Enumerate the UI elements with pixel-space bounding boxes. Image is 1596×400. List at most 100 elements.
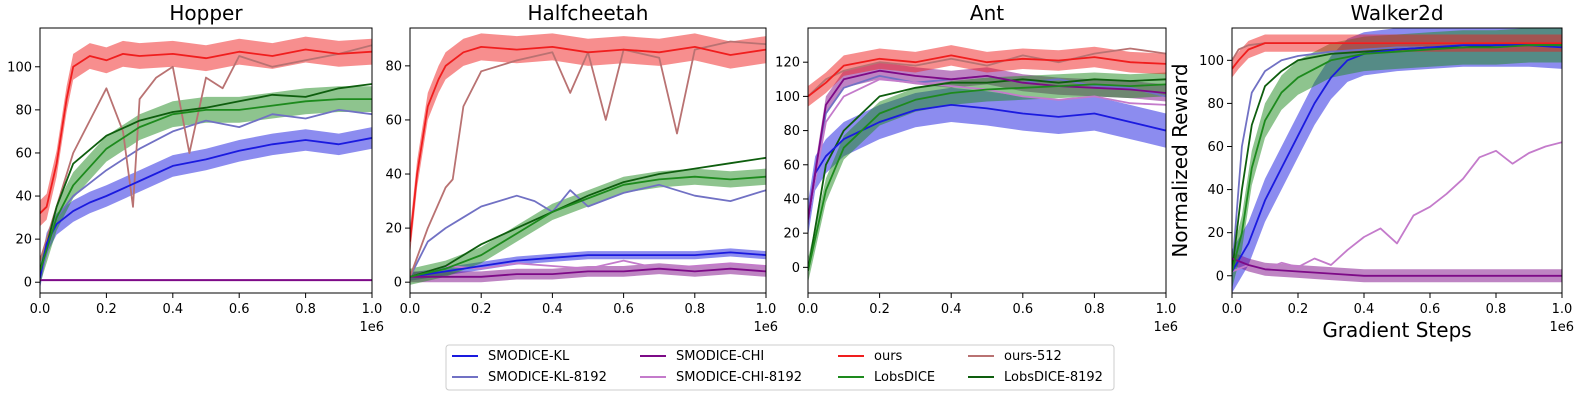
y-tick-label-ant-3: 60 [783,158,800,173]
line-smodice-kl-walker2d [1232,44,1562,272]
panel-title-ant: Ant [970,1,1004,25]
plot-area-hopper [40,36,372,289]
x-tick-label-hopper-2: 0.4 [162,302,183,317]
x-tick-label-halfcheetah-0: 0.0 [400,302,421,317]
line-smodice-kl-ant [808,104,1166,220]
legend-label-smodice-chi-8192: SMODICE-CHI-8192 [676,370,802,385]
y-tick-label-hopper-1: 20 [15,233,32,248]
band-lobsdice-ant [808,72,1166,283]
x-tick-label-hopper-5: 1.0 [362,302,383,317]
line-smodice-kl-halfcheetah [410,251,766,278]
x-tick-label-walker2d-5: 1.0 [1552,302,1573,317]
legend: SMODICE-KL SMODICE-KL-8192 SMODICE-CHI SMOD… [445,344,1115,391]
y-tick-label-halfcheetah-1: 20 [385,222,402,237]
x-tick-label-walker2d-4: 0.8 [1486,302,1507,317]
x-tick-label-ant-5: 1.0 [1156,302,1177,317]
y-tick-label-halfcheetah-3: 60 [385,113,402,128]
legend-label-ours: ours [874,349,903,364]
legend-label-lobsdice-8192: LobsDICE-8192 [1004,370,1103,385]
x-axis-label-walker2d: Gradient Steps [1322,318,1471,342]
legend-label-smodice-kl-8192: SMODICE-KL-8192 [488,370,607,385]
axes-frame-ant [807,27,1167,294]
line-smodice-chi-8192-walker2d [1232,141,1562,273]
x-tick-label-hopper-3: 0.6 [229,302,250,317]
x-tick-label-walker2d-2: 0.4 [1354,302,1375,317]
line-lobsdice-halfcheetah [410,175,766,278]
legend-label-smodice-kl: SMODICE-KL [488,349,570,364]
band-lobsdice-walker2d [1232,28,1562,289]
line-ours-512-hopper [40,44,372,261]
axes-frame-walker2d [1231,27,1563,294]
band-smodice-chi-walker2d [1232,252,1562,283]
band-ours-halfcheetah [410,33,766,256]
y-tick-label-ant-2: 40 [783,192,800,207]
panel-halfcheetah: 0.0 0.2 0.4 0.6 0.8 1.0 1e6 0 20 40 60 80 Halfcheeta… [385,1,778,335]
y-tick-label-walker2d-3: 60 [1207,140,1224,155]
x-tick-label-halfcheetah-4: 0.8 [684,302,705,317]
line-lobsdice-ant [808,83,1166,271]
x-offset-label-halfcheetah: 1e6 [753,320,778,335]
y-tick-label-halfcheetah-2: 40 [385,168,402,183]
y-tick-label-walker2d-0: 0 [1216,269,1224,284]
x-tick-label-walker2d-3: 0.6 [1420,302,1441,317]
x-tick-label-hopper-1: 0.2 [96,302,117,317]
y-tick-label-ant-5: 100 [775,90,800,105]
x-offset-label-hopper: 1e6 [359,320,384,335]
x-tick-label-walker2d-0: 0.0 [1222,302,1243,317]
x-tick-label-ant-2: 0.4 [941,302,962,317]
band-smodice-kl-hopper [40,127,372,289]
line-lobsdice-8192-hopper [40,83,372,272]
y-tick-label-walker2d-1: 20 [1207,226,1224,241]
y-tick-label-walker2d-4: 80 [1207,97,1224,112]
x-tick-label-ant-0: 0.0 [798,302,819,317]
x-tick-label-hopper-4: 0.8 [295,302,316,317]
band-lobsdice-hopper [40,86,372,285]
line-smodice-chi-halfcheetah [410,267,766,278]
x-tick-label-ant-4: 0.8 [1084,302,1105,317]
y-axis-label-walker2d: Normalized Reward [1168,63,1192,257]
panel-hopper: 0.0 0.2 0.4 0.6 0.8 1.0 1e6 0 20 40 60 80 100 Hopper [7,1,384,335]
line-ours-ant [808,54,1166,98]
x-tick-label-ant-3: 0.6 [1012,302,1033,317]
y-tick-label-halfcheetah-4: 80 [385,59,402,74]
band-ours-hopper [40,36,372,227]
x-tick-label-halfcheetah-5: 1.0 [756,302,777,317]
line-lobsdice-walker2d [1232,44,1562,272]
y-tick-label-ant-0: 0 [792,261,800,276]
line-ours-512-ant [808,47,1166,98]
line-ours-halfcheetah [410,46,766,242]
band-smodice-kl-halfcheetah [410,248,766,281]
plot-area-ant [808,45,1166,283]
line-ours-walker2d [1232,42,1562,70]
line-smodice-chi-walker2d [1232,257,1562,277]
y-tick-label-walker2d-5: 100 [1199,54,1224,69]
line-smodice-kl-hopper [40,137,372,279]
panel-title-halfcheetah: Halfcheetah [528,1,649,25]
y-tick-label-halfcheetah-0: 0 [394,276,402,291]
x-tick-label-halfcheetah-1: 0.2 [471,302,492,317]
axes-frame-hopper [39,27,373,294]
line-lobsdice-8192-halfcheetah [410,156,766,278]
x-tick-label-halfcheetah-2: 0.4 [542,302,563,317]
y-tick-label-ant-1: 20 [783,227,800,242]
y-tick-label-hopper-0: 0 [24,276,32,291]
y-tick-label-hopper-2: 40 [15,190,32,205]
panel-title-hopper: Hopper [169,1,243,25]
line-lobsdice-8192-ant [808,78,1166,271]
y-tick-label-hopper-4: 80 [15,103,32,118]
x-offset-label-walker2d: 1e6 [1549,320,1574,335]
y-tick-label-hopper-5: 100 [7,60,32,75]
line-smodice-kl-8192-hopper [40,109,372,279]
line-smodice-chi-8192-ant [808,78,1166,220]
x-offset-label-ant: 1e6 [1153,320,1178,335]
x-tick-label-walker2d-1: 0.2 [1288,302,1309,317]
line-lobsdice-hopper [40,98,372,272]
legend-box [445,344,1115,391]
line-ours-hopper [40,48,372,214]
y-tick-label-ant-4: 80 [783,124,800,139]
legend-label-smodice-chi: SMODICE-CHI [676,349,764,364]
x-tick-label-halfcheetah-3: 0.6 [613,302,634,317]
plot-area-halfcheetah [410,33,766,285]
panel-title-walker2d: Walker2d [1350,1,1443,25]
